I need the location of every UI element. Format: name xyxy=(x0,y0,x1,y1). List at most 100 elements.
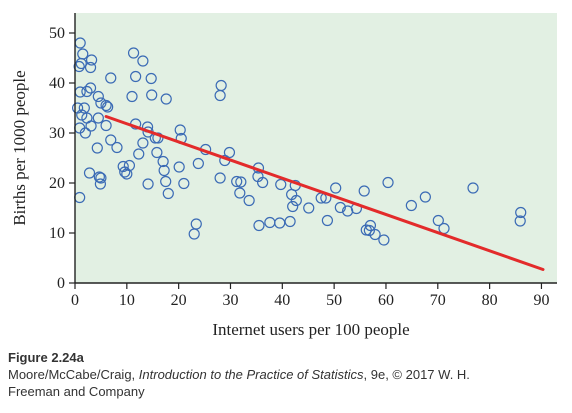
data-point-5 xyxy=(73,60,85,73)
data-point-88 xyxy=(330,182,342,194)
data-point-32 xyxy=(95,172,107,184)
data-point-24 xyxy=(91,142,103,154)
data-point-49 xyxy=(133,148,145,160)
data-point-31 xyxy=(117,160,129,173)
data-point-67 xyxy=(214,172,226,184)
x-tick-label-50: 50 xyxy=(326,292,342,309)
data-point-33 xyxy=(93,171,105,183)
data-point-39 xyxy=(146,89,158,101)
data-point-29 xyxy=(121,168,133,180)
x-tick-label-80: 80 xyxy=(482,292,498,309)
data-point-94 xyxy=(364,219,377,232)
credit-book-title: Introduction to the Practice of Statisti… xyxy=(138,367,364,382)
data-point-46 xyxy=(152,132,164,144)
credit-edition: , 9e, © 2017 W. H. xyxy=(363,367,470,382)
y-tick-label-20: 20 xyxy=(49,175,65,192)
data-point-62 xyxy=(188,228,200,240)
data-point-25 xyxy=(111,141,123,154)
data-point-98 xyxy=(382,176,394,189)
data-point-101 xyxy=(432,214,444,227)
data-point-99 xyxy=(405,199,417,212)
credit-publisher: Freeman and Company xyxy=(8,384,145,399)
data-point-57 xyxy=(173,161,185,173)
data-point-19 xyxy=(85,120,97,132)
data-point-51 xyxy=(158,164,170,177)
data-point-47 xyxy=(137,137,149,149)
data-point-23 xyxy=(105,134,117,146)
data-point-22 xyxy=(79,127,91,139)
data-point-35 xyxy=(127,47,140,59)
x-axis-label: Internet users per 100 people xyxy=(212,320,409,339)
data-point-95 xyxy=(363,224,375,237)
y-axis-label: Births per 1000 people xyxy=(10,70,29,225)
data-point-15 xyxy=(102,101,114,113)
x-tick-label-90: 90 xyxy=(533,292,549,309)
data-point-48 xyxy=(151,146,163,159)
regression-line xyxy=(104,115,545,271)
data-point-71 xyxy=(243,194,255,207)
data-point-12 xyxy=(78,102,90,114)
data-point-74 xyxy=(257,176,269,189)
data-point-82 xyxy=(290,194,302,207)
data-point-27 xyxy=(83,167,96,179)
data-point-41 xyxy=(160,93,172,105)
data-point-37 xyxy=(130,70,142,83)
data-point-97 xyxy=(378,234,390,246)
plot-background xyxy=(75,13,557,283)
x-tick-label-10: 10 xyxy=(119,292,135,309)
data-point-2 xyxy=(85,54,98,66)
figure-credit: Moore/McCabe/Craig, Introduction to the … xyxy=(8,366,564,400)
data-point-55 xyxy=(174,124,186,136)
data-point-4 xyxy=(84,61,97,74)
x-tick-label-70: 70 xyxy=(430,292,446,309)
x-tick-label-30: 30 xyxy=(222,292,238,309)
y-tick-label-50: 50 xyxy=(49,25,65,42)
data-point-36 xyxy=(137,55,149,67)
y-tick-label-0: 0 xyxy=(57,275,65,292)
data-point-58 xyxy=(178,177,190,190)
scatter-plot: 0 10 20 30 40 50 60 70 80 90 0 10 20 30 40 50 Internet… xyxy=(10,13,557,339)
data-point-75 xyxy=(253,219,265,232)
data-point-6 xyxy=(105,72,117,84)
data-point-50 xyxy=(157,155,169,168)
y-tick-label-10: 10 xyxy=(49,225,65,242)
data-point-78 xyxy=(275,178,287,191)
x-tick-label-60: 60 xyxy=(378,292,394,309)
figure-caption: Figure 2.24a Moore/McCabe/Craig, Introdu… xyxy=(8,349,564,400)
data-point-84 xyxy=(303,202,315,214)
data-point-14 xyxy=(100,99,112,112)
data-point-105 xyxy=(514,215,526,227)
data-point-64 xyxy=(214,89,226,102)
data-point-92 xyxy=(358,185,370,197)
y-tick-label-40: 40 xyxy=(49,75,65,92)
data-point-30 xyxy=(123,159,136,172)
data-point-52 xyxy=(160,175,172,188)
y-tick-label-30: 30 xyxy=(49,125,65,142)
x-axis-ticks: 0 10 20 30 40 50 60 70 80 90 xyxy=(71,283,549,309)
data-point-53 xyxy=(142,178,154,190)
figure-label: Figure 2.24a xyxy=(8,350,84,365)
x-tick-label-20: 20 xyxy=(171,292,187,309)
data-point-70 xyxy=(235,176,247,188)
credit-authors: Moore/McCabe/Craig, xyxy=(8,367,139,382)
data-point-96 xyxy=(369,228,381,241)
data-point-68 xyxy=(231,175,243,188)
data-point-17 xyxy=(92,112,104,124)
y-axis-ticks: 0 10 20 30 40 50 xyxy=(49,25,75,292)
data-point-7 xyxy=(84,82,97,94)
data-point-10 xyxy=(92,90,104,103)
data-point-69 xyxy=(234,187,246,199)
data-point-21 xyxy=(100,119,112,132)
data-point-8 xyxy=(81,85,93,98)
data-point-104 xyxy=(515,206,527,219)
data-point-34 xyxy=(94,178,106,190)
x-tick-label-0: 0 xyxy=(71,292,79,309)
data-point-80 xyxy=(287,200,299,213)
data-point-103 xyxy=(467,182,479,194)
data-point-60 xyxy=(192,157,204,170)
data-point-89 xyxy=(334,201,346,214)
data-point-38 xyxy=(145,72,157,85)
data-point-83 xyxy=(284,215,296,228)
data-point-100 xyxy=(419,191,431,203)
data-point-13 xyxy=(95,97,107,109)
